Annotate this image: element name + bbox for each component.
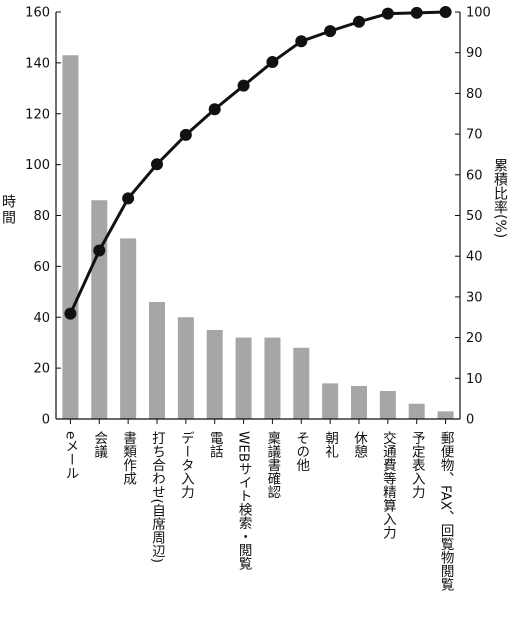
cumulative-point-6 — [238, 80, 250, 92]
category-label-13: 郵便物、FAX、回覧物閲覧 — [438, 431, 455, 592]
left-tick-label-4: 80 — [33, 209, 50, 224]
left-tick-label-8: 160 — [25, 6, 50, 21]
cumulative-point-3 — [151, 158, 163, 170]
right-tick-label-8: 80 — [466, 87, 483, 102]
cumulative-point-8 — [295, 35, 307, 47]
left-tick-label-2: 40 — [33, 311, 50, 326]
right-tick-label-3: 30 — [466, 290, 483, 305]
bar-7 — [264, 338, 280, 419]
right-tick-label-2: 20 — [466, 331, 483, 346]
category-label-2: 書類作成 — [120, 431, 137, 487]
left-tick-label-1: 20 — [33, 362, 50, 377]
left-axis-title: 時間 — [0, 194, 16, 226]
category-label-10: 休憩 — [351, 431, 368, 459]
cumulative-point-2 — [122, 192, 134, 204]
left-tick-label-0: 0 — [42, 413, 50, 428]
category-label-0: eメール — [62, 431, 78, 480]
right-tick-label-9: 90 — [466, 46, 483, 61]
bar-8 — [293, 348, 309, 419]
left-tick-label-7: 140 — [25, 56, 50, 71]
cumulative-point-9 — [324, 25, 336, 37]
left-tick-label-6: 120 — [25, 107, 50, 122]
cumulative-point-13 — [440, 6, 452, 18]
category-label-1: 会議 — [91, 431, 108, 459]
category-label-5: 電話 — [207, 431, 224, 459]
bar-5 — [207, 330, 223, 419]
bar-2 — [120, 238, 136, 419]
right-tick-label-7: 70 — [466, 128, 483, 143]
cumulative-point-7 — [266, 56, 278, 68]
right-tick-label-5: 50 — [466, 209, 483, 224]
cumulative-point-4 — [180, 129, 192, 141]
category-label-4: データ入力 — [178, 431, 195, 500]
bar-3 — [149, 302, 165, 419]
right-tick-label-4: 40 — [466, 250, 483, 265]
bar-11 — [380, 391, 396, 419]
right-tick-label-6: 60 — [466, 168, 483, 183]
bar-1 — [91, 200, 107, 419]
category-label-7: 稟議書確認 — [264, 430, 281, 499]
bar-13 — [438, 411, 454, 419]
bar-6 — [236, 338, 252, 419]
bar-series — [62, 55, 453, 419]
bar-10 — [351, 386, 367, 419]
right-tick-label-1: 10 — [466, 372, 483, 387]
right-tick-label-0: 0 — [466, 413, 474, 428]
right-axis-title: 累積比率(%) — [492, 158, 508, 238]
cumulative-point-0 — [64, 308, 76, 320]
category-label-12: 予定表入力 — [409, 431, 426, 500]
category-label-6: WEBサイト検索・閲覧 — [236, 431, 253, 571]
category-label-8: その他 — [293, 431, 310, 473]
category-label-3: 打ち合わせ(自席周辺) — [149, 430, 166, 563]
bar-12 — [409, 404, 425, 419]
category-label-9: 朝礼 — [322, 431, 339, 459]
bar-9 — [322, 383, 338, 419]
left-tick-label-5: 100 — [25, 158, 50, 173]
cumulative-point-1 — [93, 245, 105, 257]
category-label-11: 交通費等精算入力 — [380, 430, 397, 541]
cumulative-point-10 — [353, 16, 365, 28]
category-labels: eメール 会議 書類作成 打ち合わせ(自席周辺) データ入力 電話 WEBサイト検索・閲覧稟… — [62, 419, 454, 591]
bar-4 — [178, 317, 194, 419]
right-tick-label-10: 100 — [466, 6, 491, 21]
left-tick-label-3: 60 — [33, 260, 50, 275]
cumulative-point-11 — [382, 8, 394, 20]
cumulative-point-5 — [209, 103, 221, 115]
bar-0 — [62, 55, 78, 419]
cumulative-point-12 — [411, 7, 423, 19]
